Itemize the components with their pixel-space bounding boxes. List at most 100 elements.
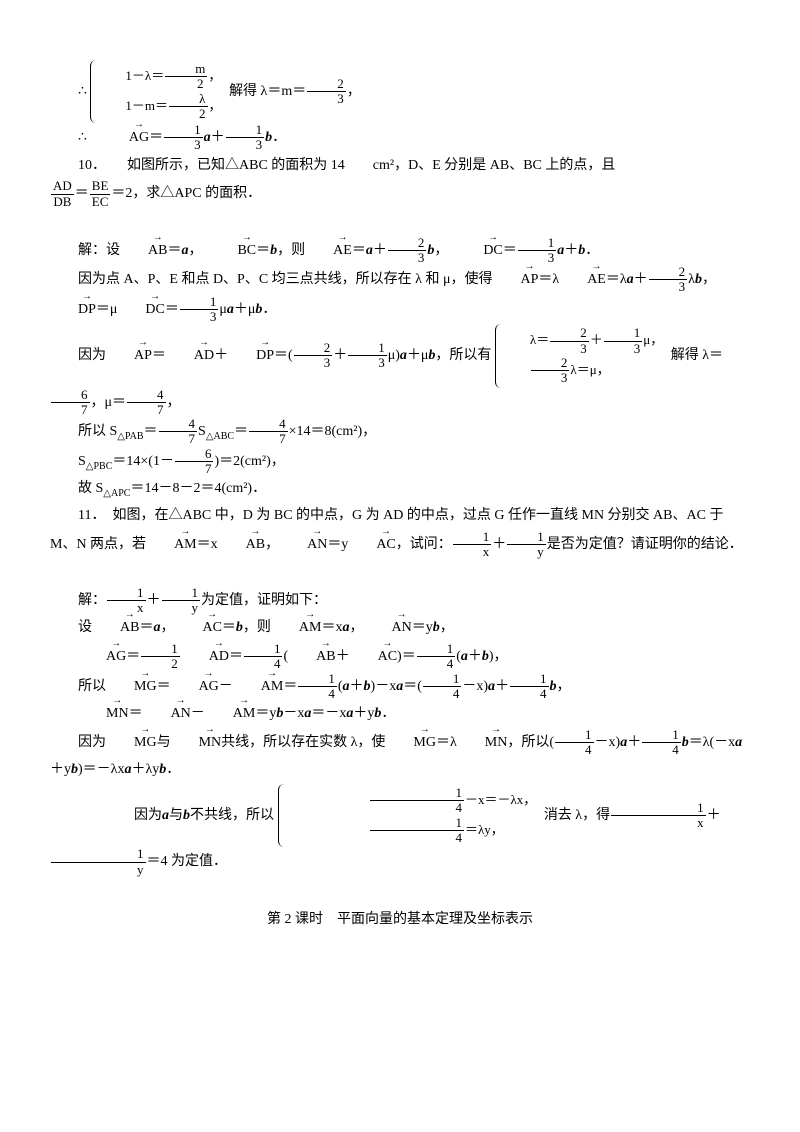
brace-system-3: 14－x＝－λx， 14＝λy，: [278, 784, 541, 847]
t: ＋: [495, 679, 509, 694]
n: 4: [249, 417, 288, 432]
d: 3: [307, 92, 346, 106]
t: ＝μ: [96, 302, 118, 317]
t: 消去 λ，得: [544, 808, 610, 823]
i: a: [366, 243, 373, 258]
d: 2: [165, 77, 207, 91]
t: ，: [347, 84, 361, 99]
t: ＝λ: [436, 735, 457, 750]
t: ＋y: [50, 762, 71, 777]
d: 7: [51, 403, 90, 417]
n: 1: [141, 642, 180, 657]
n: 1: [180, 295, 219, 310]
t: (: [549, 735, 554, 750]
n: λ: [169, 92, 208, 107]
t: ＋μ: [407, 348, 429, 363]
t: 共线，所以存在实数 λ，使: [221, 735, 385, 750]
text: ∴: [78, 84, 87, 99]
d: 4: [370, 801, 465, 815]
n: 1: [417, 642, 456, 657]
t: －x＝－λx，: [465, 792, 536, 807]
t: ＝: [234, 424, 248, 439]
t: ＋y: [353, 706, 374, 721]
n: 1: [244, 642, 283, 657]
n: 1: [370, 816, 465, 831]
vec: AB: [218, 532, 265, 559]
vec: AE: [305, 238, 352, 265]
n: 1: [555, 728, 594, 743]
d: 3: [164, 138, 203, 152]
line-7: 所以 S△PAB＝47S△ABC＝47×14＝8(cm²)，: [50, 417, 750, 447]
t: ＝: [152, 348, 166, 363]
t: ＝: [144, 424, 158, 439]
n: 1: [453, 530, 492, 545]
n: 1: [611, 801, 706, 816]
t: ．: [262, 302, 276, 317]
t: 因为: [78, 348, 106, 363]
vec: AE: [559, 267, 606, 294]
line-10: 11． 如图，在△ABC 中，D 为 BC 的中点，G 为 AD 的中点，过点 …: [50, 503, 750, 559]
t: ＝λ(－x: [689, 735, 735, 750]
d: x: [453, 545, 492, 559]
n: 1: [164, 123, 203, 138]
line-16: 因为MG与MN共线，所以存在实数 λ，使MG＝λMN，所以(14－x)a＋14b…: [50, 728, 750, 784]
vec: AG: [101, 125, 149, 152]
i: b: [695, 272, 702, 287]
t: 所以 S: [78, 424, 117, 439]
n: 2: [531, 356, 570, 371]
t: ＋: [214, 348, 228, 363]
i: a: [400, 348, 407, 363]
t: λ＝: [530, 332, 549, 347]
t: －x: [283, 706, 304, 721]
line-3b: ADDB＝BEEC＝2，求△APC 的面积．: [50, 179, 750, 209]
vec: AD: [166, 343, 214, 370]
t: ＋: [350, 679, 364, 694]
d: 7: [175, 462, 214, 476]
d: 3: [180, 310, 219, 324]
t: 因为点 A、P、E 和点 D、P、C 均三点共线，所以存在 λ 和 μ，使得: [78, 272, 492, 287]
d: 3: [531, 371, 570, 385]
sub: △ABC: [206, 431, 234, 442]
vec: AP: [106, 343, 152, 370]
n: 1: [507, 530, 546, 545]
d: y: [51, 863, 146, 877]
t: ，则: [243, 620, 271, 635]
vec: BC: [209, 238, 256, 265]
t: ＝λ: [538, 272, 559, 287]
t: ＋μ: [234, 302, 256, 317]
t: ，则: [277, 243, 305, 258]
t: ，: [167, 395, 181, 410]
d: 4: [370, 831, 465, 845]
t: S: [198, 424, 206, 439]
t: ＋: [211, 130, 225, 145]
t: ＋: [564, 243, 578, 258]
line-8: S△PBC＝14×(1－67)＝2(cm²)，: [50, 447, 750, 477]
t: ＋: [707, 808, 721, 823]
line-12: 设AB＝a，AC＝b，则AM＝xa，AN＝yb，: [50, 615, 750, 642]
t: ＋λy: [131, 762, 159, 777]
vec: MN: [171, 730, 222, 757]
t: 1－λ＝: [125, 68, 164, 83]
t: ＝y: [255, 706, 276, 721]
n: 1: [348, 341, 387, 356]
t: ＝: [139, 620, 153, 635]
t: ＋: [492, 537, 506, 552]
t: ＝: [503, 243, 517, 258]
t: ＋: [634, 272, 648, 287]
t: －x: [462, 679, 483, 694]
i: b: [236, 620, 243, 635]
vec: AC: [348, 532, 395, 559]
t: ＋: [336, 649, 350, 664]
line-1: ∴ 1－λ＝m2， 1－m＝λ2， 解得 λ＝m＝23，: [50, 60, 750, 123]
t: μ，: [643, 332, 663, 347]
t: ，: [557, 679, 571, 694]
t: (: [288, 348, 293, 363]
vec: AC: [350, 644, 397, 671]
d: 3: [226, 138, 265, 152]
vec: DP: [228, 343, 274, 370]
t: ．: [166, 762, 180, 777]
d: 4: [417, 657, 456, 671]
t: 故 S: [78, 481, 103, 496]
t: ，: [209, 97, 222, 112]
t: 不共线，所以: [190, 808, 274, 823]
